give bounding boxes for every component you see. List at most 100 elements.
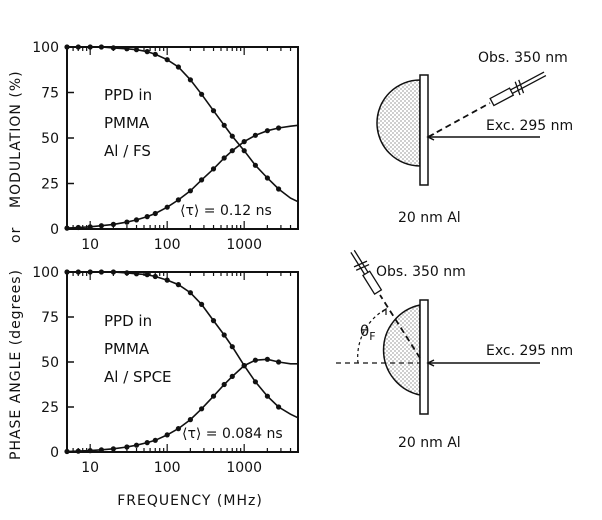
data-point-top-0 [276,186,282,192]
data-point-bottom-0 [75,269,81,275]
data-point-top-1 [221,155,227,161]
data-point-top-0 [124,46,130,52]
data-point-top-1 [252,132,258,138]
data-point-top-0 [241,148,247,154]
data-point-bottom-0 [110,269,116,275]
data-point-bottom-0 [87,269,93,275]
data-point-top-1 [133,217,140,223]
optics-diagram-bottom: θF Obs. 350 nm Exc. 295 nm 20 nm Al [336,249,573,451]
x-ticks-bottom: 10 100 1000 [66,272,299,476]
chart-top: 0 25 50 75 100 10 100 1000 PPD in PMMA Al / FS… [32,40,299,253]
y-tick-label-bottom: 75 [41,310,59,326]
y-axis-label-modulation: MODULATION (%) [8,70,24,208]
data-point-top-1 [175,197,181,203]
plot-frame-top [66,46,299,230]
data-point-bottom-0 [252,379,258,385]
data-point-bottom-0 [98,269,104,275]
data-point-top-1 [241,139,247,145]
data-point-bottom-0 [264,393,270,399]
angle-label-bottom: θF [360,322,376,343]
data-point-bottom-1 [221,381,227,388]
al-film-top [419,74,429,186]
film-label-bottom: 20 nm Al [398,435,461,451]
data-point-top-0 [187,77,193,83]
data-point-top-0 [221,122,227,128]
data-point-bottom-1 [64,448,70,455]
data-point-top-1 [144,214,150,220]
data-point-top-0 [144,49,150,55]
y-axis-label-or: or [8,227,24,243]
data-point-top-1 [64,225,70,231]
data-point-bottom-1 [210,393,217,399]
hemisphere-top [376,79,421,167]
observation-path-bottom [379,294,421,359]
x-tick-label-bottom: 1000 [226,460,262,476]
angle-arc-arrow-bottom [381,307,387,315]
observation-optic-top [489,71,547,107]
data-point-bottom-1 [187,417,193,423]
annotation-line-3-top: Al / FS [104,142,151,160]
y-tick-label-top: 50 [41,131,59,147]
exc-label-top: Exc. 295 nm [486,118,573,134]
data-point-top-1 [75,224,81,231]
data-point-top-1 [229,148,235,154]
data-point-bottom-0 [221,332,227,338]
y-tick-label-top: 0 [50,222,59,238]
x-ticks-top: 10 100 1000 [66,47,299,253]
data-point-top-1 [276,125,282,131]
exc-label-bottom: Exc. 295 nm [486,343,573,359]
annotation-line-2-bottom: PMMA [104,340,150,358]
lifetime-label-bottom: ⟨τ⟩ = 0.084 ns [182,426,283,442]
data-point-bottom-0 [187,290,193,296]
al-film-bottom [419,299,429,415]
lifetime-label-top: ⟨τ⟩ = 0.12 ns [180,203,272,219]
data-point-bottom-1 [229,373,235,379]
y-axis-label-phase: PHASE ANGLE (degrees) [8,269,24,460]
data-point-bottom-1 [175,426,181,432]
data-point-top-0 [164,57,170,63]
y-tick-label-top: 75 [41,86,59,102]
data-point-top-1 [87,224,93,230]
data-point-bottom-1 [75,448,81,454]
annotation-line-1-bottom: PPD in [104,312,152,330]
data-point-bottom-1 [133,442,140,448]
y-ticks-top: 0 25 50 75 100 [32,40,74,238]
data-point-top-0 [210,108,217,114]
x-tick-label-bottom: 10 [81,460,99,476]
data-point-top-0 [199,91,205,97]
data-point-bottom-0 [124,270,130,276]
data-point-top-0 [152,51,158,57]
optics-diagram-top: Obs. 350 nm Exc. 295 nm 20 nm Al [376,50,573,226]
data-point-top-0 [75,44,81,50]
x-tick-label-top: 10 [81,237,99,253]
x-axis-label: FREQUENCY (MHz) [117,493,263,509]
data-point-bottom-0 [199,301,205,307]
series-line-bottom-0 [67,271,299,419]
y-tick-label-bottom: 25 [41,400,59,416]
series-top [64,44,299,231]
data-point-top-0 [175,64,181,70]
data-point-bottom-1 [264,356,270,362]
data-point-top-0 [64,44,70,50]
excitation-arrow-bottom [426,359,435,367]
data-point-top-1 [98,223,104,229]
data-point-bottom-0 [210,318,217,324]
series-line-bottom-1 [66,358,298,453]
y-tick-label-bottom: 0 [50,445,59,461]
annotation-line-2-top: PMMA [104,114,150,132]
data-point-top-1 [264,128,270,134]
x-tick-label-top: 1000 [226,237,262,253]
data-point-bottom-1 [252,357,258,363]
data-point-bottom-0 [152,273,158,280]
data-point-bottom-1 [110,446,116,452]
data-point-top-1 [199,177,205,183]
y-tick-label-bottom: 100 [32,265,59,281]
data-point-bottom-0 [133,271,140,277]
data-point-top-1 [187,188,193,194]
observation-path-top [427,102,491,138]
observation-optic-bottom [350,249,383,296]
y-tick-label-bottom: 50 [41,355,59,371]
data-point-top-0 [87,44,93,50]
x-tick-label-top: 100 [154,237,181,253]
